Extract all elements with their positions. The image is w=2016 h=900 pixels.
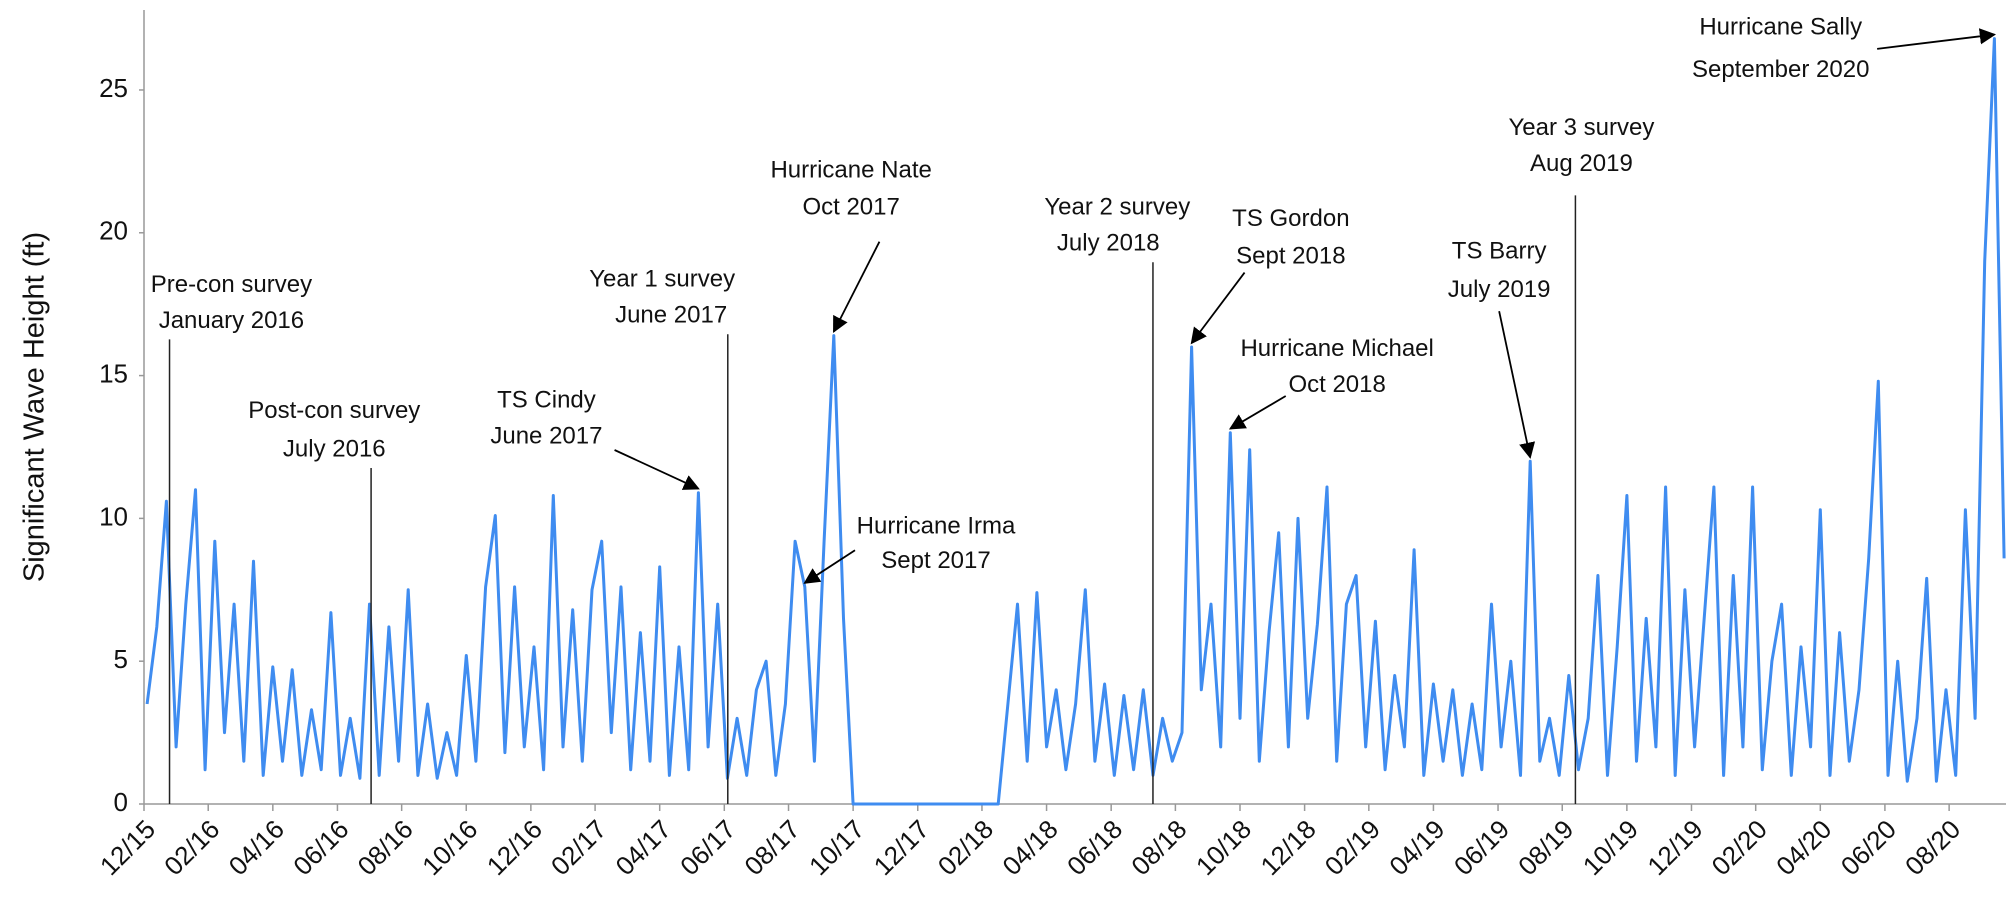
- y-tick-label: 15: [99, 358, 128, 388]
- x-tick-label: 10/17: [803, 814, 870, 881]
- x-tick-label: 02/16: [158, 814, 225, 881]
- annotation-text: Year 1 survey: [589, 266, 735, 293]
- annotation-arrow: [1877, 28, 1997, 50]
- x-tick-label: 06/19: [1448, 814, 1515, 881]
- x-tick-label: 08/17: [738, 814, 805, 881]
- annotation-arrow: [803, 549, 856, 584]
- wave-line: [145, 37, 2006, 806]
- annotation-text: TS Barry: [1452, 237, 1547, 264]
- annotation-text: Aug 2019: [1530, 150, 1633, 177]
- annotation-text: Oct 2018: [1288, 371, 1385, 398]
- x-tick-label: 12/19: [1641, 814, 1708, 881]
- annotation-text: Year 3 survey: [1508, 114, 1654, 141]
- annotation-text: Hurricane Sally: [1699, 14, 1862, 41]
- x-tick-label: 12/18: [1254, 814, 1321, 881]
- annotation-text: July 2016: [283, 435, 386, 462]
- x-tick-label: 06/18: [1061, 814, 1128, 881]
- annotation-text: July 2018: [1057, 230, 1160, 257]
- y-tick-label: 25: [99, 73, 128, 103]
- x-tick-label: 02/20: [1706, 814, 1773, 881]
- annotation-arrow: [1228, 395, 1287, 430]
- x-tick-label: 08/18: [1125, 814, 1192, 881]
- x-tick-label: 10/16: [416, 814, 483, 881]
- annotation-text: June 2017: [490, 422, 602, 449]
- x-tick-label: 08/16: [352, 814, 419, 881]
- x-tick-label: 02/19: [1319, 814, 1386, 881]
- x-tick-label: 02/17: [545, 814, 612, 881]
- annotation-text: TS Cindy: [497, 386, 596, 413]
- x-tick-label: 04/18: [996, 814, 1063, 881]
- y-tick-label: 0: [114, 787, 128, 817]
- x-tick-label: 04/19: [1383, 814, 1450, 881]
- x-tick-label: 12/17: [868, 814, 935, 881]
- annotation-text: June 2017: [615, 302, 727, 329]
- x-tick-label: 02/18: [932, 814, 999, 881]
- x-tick-label: 06/16: [287, 814, 354, 881]
- annotation-text: Pre-con survey: [151, 271, 312, 298]
- x-tick-label: 06/17: [674, 814, 741, 881]
- x-tick-label: 08/20: [1899, 814, 1966, 881]
- annotation-arrow: [1498, 310, 1536, 459]
- y-axis-title: Significant Wave Height (ft): [19, 232, 51, 582]
- annotation-text: Oct 2017: [802, 194, 899, 221]
- annotation-text: Hurricane Michael: [1240, 335, 1433, 362]
- x-tick-label: 12/16: [481, 814, 548, 881]
- annotation-text: January 2016: [159, 307, 304, 334]
- annotation-text: Sept 2017: [881, 547, 990, 574]
- annotation-text: Hurricane Nate: [770, 156, 931, 183]
- annotation-arrow: [614, 449, 700, 490]
- y-tick-label: 10: [99, 501, 128, 531]
- annotation-text: TS Gordon: [1232, 205, 1349, 232]
- x-tick-label: 10/18: [1190, 814, 1257, 881]
- annotation-text: Year 2 survey: [1044, 194, 1190, 221]
- x-tick-label: 04/20: [1770, 814, 1837, 881]
- x-tick-label: 06/20: [1835, 814, 1902, 881]
- x-tick-label: 12/15: [94, 814, 161, 881]
- annotation-text: July 2019: [1448, 276, 1551, 303]
- annotation-arrow: [832, 241, 881, 334]
- x-tick-label: 04/16: [223, 814, 290, 881]
- annotation-text: Hurricane Irma: [857, 512, 1016, 539]
- annotation-text: September 2020: [1692, 56, 1869, 83]
- y-tick-label: 5: [114, 644, 128, 674]
- annotation-arrow: [1190, 272, 1246, 345]
- x-tick-label: 04/17: [610, 814, 677, 881]
- annotation-text: Sept 2018: [1236, 242, 1345, 269]
- annotation-text: Post-con survey: [248, 397, 420, 424]
- y-tick-label: 20: [99, 216, 128, 246]
- x-tick-label: 08/19: [1512, 814, 1579, 881]
- x-tick-label: 10/19: [1577, 814, 1644, 881]
